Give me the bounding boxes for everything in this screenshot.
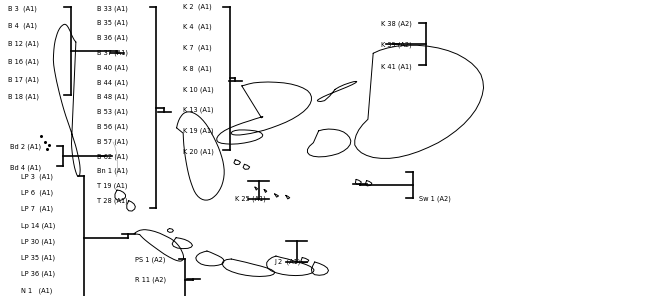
Text: T 28 (A1): T 28 (A1): [97, 197, 128, 204]
Text: T 19 (A1): T 19 (A1): [97, 183, 127, 189]
Text: B 48 (A1): B 48 (A1): [97, 94, 128, 100]
Text: K 19 (A1): K 19 (A1): [183, 128, 214, 134]
Text: B 44 (A1): B 44 (A1): [97, 79, 128, 86]
Text: K 10 (A1): K 10 (A1): [183, 86, 214, 93]
Text: LP 3  (A1): LP 3 (A1): [21, 173, 53, 180]
Text: B 36 (A1): B 36 (A1): [97, 35, 128, 41]
Text: Lp 14 (A1): Lp 14 (A1): [21, 222, 55, 229]
Text: R 11 (A2): R 11 (A2): [135, 276, 166, 283]
Text: LP 35 (A1): LP 35 (A1): [21, 255, 55, 261]
Text: B 4  (A1): B 4 (A1): [8, 23, 37, 29]
Text: K 13 (A1): K 13 (A1): [183, 107, 214, 113]
Text: B 40 (A1): B 40 (A1): [97, 64, 128, 71]
Text: B 18 (A1): B 18 (A1): [8, 94, 39, 100]
Text: Bn 1 (A1): Bn 1 (A1): [97, 168, 128, 174]
Text: B 57 (A1): B 57 (A1): [97, 138, 128, 145]
Text: K 8  (A1): K 8 (A1): [183, 65, 212, 72]
Text: K 41 (A1): K 41 (A1): [381, 63, 412, 70]
Text: N 1   (A1): N 1 (A1): [21, 287, 53, 294]
Text: Bd 2 (A1): Bd 2 (A1): [10, 143, 41, 150]
Text: B 17 (A1): B 17 (A1): [8, 76, 39, 83]
Text: B 53 (A1): B 53 (A1): [97, 109, 128, 115]
Text: B 16 (A1): B 16 (A1): [8, 58, 39, 65]
Text: K 25 (A1): K 25 (A1): [235, 196, 266, 202]
Text: Sw 1 (A2): Sw 1 (A2): [419, 195, 451, 202]
Text: J 2  (A1): J 2 (A1): [275, 258, 301, 265]
Text: K 4  (A1): K 4 (A1): [183, 24, 212, 30]
Text: B 33 (A1): B 33 (A1): [97, 5, 128, 12]
Text: LP 36 (A1): LP 36 (A1): [21, 271, 55, 277]
Text: LP 6  (A1): LP 6 (A1): [21, 189, 53, 196]
Text: B 62 (A1): B 62 (A1): [97, 153, 128, 160]
Text: K 39 (A2): K 39 (A2): [381, 42, 412, 48]
Text: Bd 4 (A1): Bd 4 (A1): [10, 165, 41, 171]
Text: K 7  (A1): K 7 (A1): [183, 45, 212, 51]
Text: B 35 (A1): B 35 (A1): [97, 20, 128, 26]
Text: K 20 (A1): K 20 (A1): [183, 148, 214, 155]
Text: B 3  (A1): B 3 (A1): [8, 5, 37, 12]
Text: K 38 (A2): K 38 (A2): [381, 20, 412, 27]
Text: B 37 (A1): B 37 (A1): [97, 49, 128, 56]
Text: K 2  (A1): K 2 (A1): [183, 3, 212, 10]
Text: B 56 (A1): B 56 (A1): [97, 123, 128, 130]
Text: LP 30 (A1): LP 30 (A1): [21, 238, 55, 245]
Text: LP 7  (A1): LP 7 (A1): [21, 206, 53, 212]
Text: PS 1 (A2): PS 1 (A2): [135, 256, 166, 263]
Text: B 12 (A1): B 12 (A1): [8, 41, 39, 47]
